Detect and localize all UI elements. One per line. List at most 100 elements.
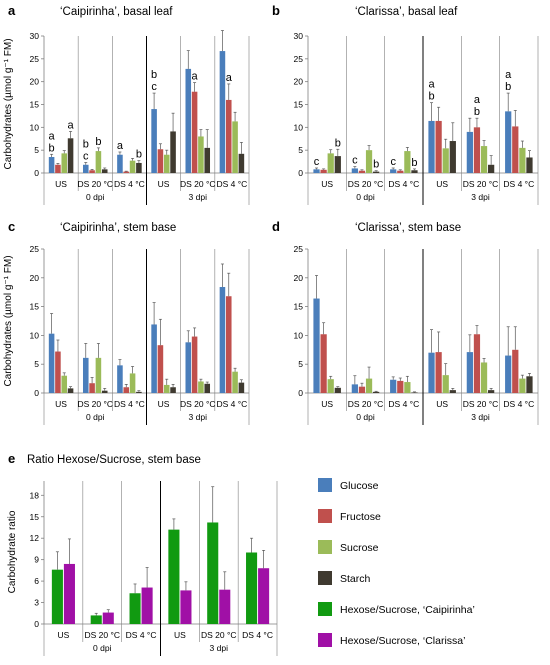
significance-letter: c — [352, 155, 358, 167]
significance-letter: a — [192, 71, 199, 83]
bar-starch — [101, 169, 108, 173]
bar-sucrose — [163, 154, 170, 173]
bar-sucrose — [480, 362, 488, 393]
panel-label-c: c — [8, 219, 15, 234]
significance-letter: b — [151, 69, 157, 81]
significance-letter: b — [83, 138, 89, 150]
bar-starch — [170, 387, 176, 393]
bar-starch — [334, 156, 341, 173]
significance-letter: a — [505, 69, 512, 81]
bar-sucrose — [442, 375, 449, 393]
chart-panel-d: d ‘Clarissa’, stem base 0 5 10 15 20 25 US DS 20 … — [272, 219, 539, 425]
y-tick-label: 30 — [294, 31, 304, 41]
bar-starch — [67, 138, 74, 173]
y-tick-label: 10 — [30, 330, 40, 340]
bar-sucrose — [519, 147, 526, 173]
y-tick-label: 10 — [294, 122, 304, 132]
bar-sucrose — [95, 357, 102, 393]
category-label: US — [436, 179, 448, 189]
category-label: DS 4 °C — [126, 630, 157, 640]
bar-glucose — [82, 357, 89, 393]
bar-sucrose — [480, 146, 488, 173]
y-tick-label: 20 — [30, 273, 40, 283]
bar-fructose — [358, 170, 366, 173]
bar-sucrose — [198, 136, 204, 173]
panel-label-a: a — [8, 3, 16, 18]
y-tick-label: 20 — [294, 77, 304, 87]
bar-hex_caip — [51, 569, 63, 624]
bar-fructose — [225, 296, 232, 393]
bar-sucrose — [232, 371, 238, 393]
y-tick-label: 0 — [34, 619, 39, 629]
bar-sucrose — [327, 379, 334, 393]
significance-letter: b — [474, 106, 480, 118]
y-tick-label: 15 — [294, 302, 304, 312]
bar-fructose — [512, 126, 519, 173]
group-label: 3 dpi — [189, 192, 208, 202]
bar-sucrose — [61, 375, 68, 393]
bar-starch — [67, 388, 74, 393]
group-label: 0 dpi — [356, 192, 375, 202]
y-tick-label: 6 — [34, 576, 39, 586]
category-label: US — [321, 179, 333, 189]
category-label: DS 4 °C — [242, 630, 273, 640]
bar-fructose — [89, 383, 95, 393]
bar-fructose — [55, 164, 61, 173]
bar-fructose — [473, 334, 481, 393]
bar-sucrose — [95, 151, 102, 173]
significance-letter: b — [136, 149, 142, 161]
group-label: 0 dpi — [356, 412, 375, 422]
bar-fructose — [89, 170, 95, 173]
bar-sucrose — [129, 373, 136, 393]
y-tick-label: 10 — [294, 330, 304, 340]
y-tick-label: 5 — [34, 359, 39, 369]
bar-hex_clar — [141, 587, 153, 624]
y-tick-label: 0 — [298, 168, 303, 178]
bar-glucose — [428, 352, 435, 393]
legend-label-glucose: Glucose — [340, 480, 379, 492]
y-axis-label: Carbohydrates (µmol g⁻¹ FM) — [3, 38, 14, 169]
category-label: US — [158, 179, 170, 189]
bar-starch — [238, 153, 245, 173]
significance-letter: b — [411, 157, 417, 169]
bar-starch — [204, 147, 211, 173]
group-label: 0 dpi — [86, 412, 105, 422]
panel-title-c: ‘Caipirinha’, stem base — [60, 222, 176, 234]
bar-glucose — [48, 157, 55, 173]
bar-starch — [204, 383, 211, 393]
y-tick-label: 30 — [30, 31, 40, 41]
category-label: DS 4 °C — [217, 399, 248, 409]
bar-glucose — [151, 109, 157, 173]
bar-hex_caip — [246, 552, 258, 624]
category-label: DS 20 °C — [463, 179, 499, 189]
y-tick-label: 0 — [34, 388, 39, 398]
chart-panel-b: b ‘Clarissa’, basal leaf 0 5 10 15 20 25 30 US DS … — [272, 3, 539, 205]
legend: Glucose Fructose Sucrose Starch Hexose/Sucro… — [318, 478, 475, 647]
bar-sucrose — [404, 382, 411, 393]
bar-glucose — [185, 68, 192, 173]
significance-letter: a — [49, 130, 56, 142]
significance-letter: b — [428, 91, 434, 103]
bar-fructose — [320, 169, 327, 173]
group-label: 0 dpi — [93, 643, 112, 653]
bar-fructose — [473, 127, 481, 173]
category-label: DS 20 °C — [201, 630, 237, 640]
legend-swatch-hex_clar — [318, 633, 332, 647]
bar-starch — [334, 387, 341, 393]
bar-glucose — [390, 169, 397, 173]
bar-hex_caip — [129, 593, 141, 624]
significance-letter: a — [474, 94, 481, 106]
significance-letter: b — [505, 81, 511, 93]
panel-label-d: d — [272, 219, 280, 234]
significance-letter: b — [95, 136, 101, 148]
bar-starch — [449, 141, 456, 173]
bar-sucrose — [198, 381, 204, 393]
bar-starch — [526, 376, 533, 393]
significance-letter: a — [428, 79, 435, 91]
y-axis-label: Carbohydrate ratio — [7, 510, 18, 593]
chart-panel-a: a ‘Caipirinha’, basal leaf 0 5 10 15 20 25 30 Car… — [3, 3, 250, 205]
group-label: 3 dpi — [471, 412, 490, 422]
bar-glucose — [219, 287, 226, 393]
bar-hex_caip — [207, 522, 219, 624]
bar-sucrose — [61, 153, 68, 173]
